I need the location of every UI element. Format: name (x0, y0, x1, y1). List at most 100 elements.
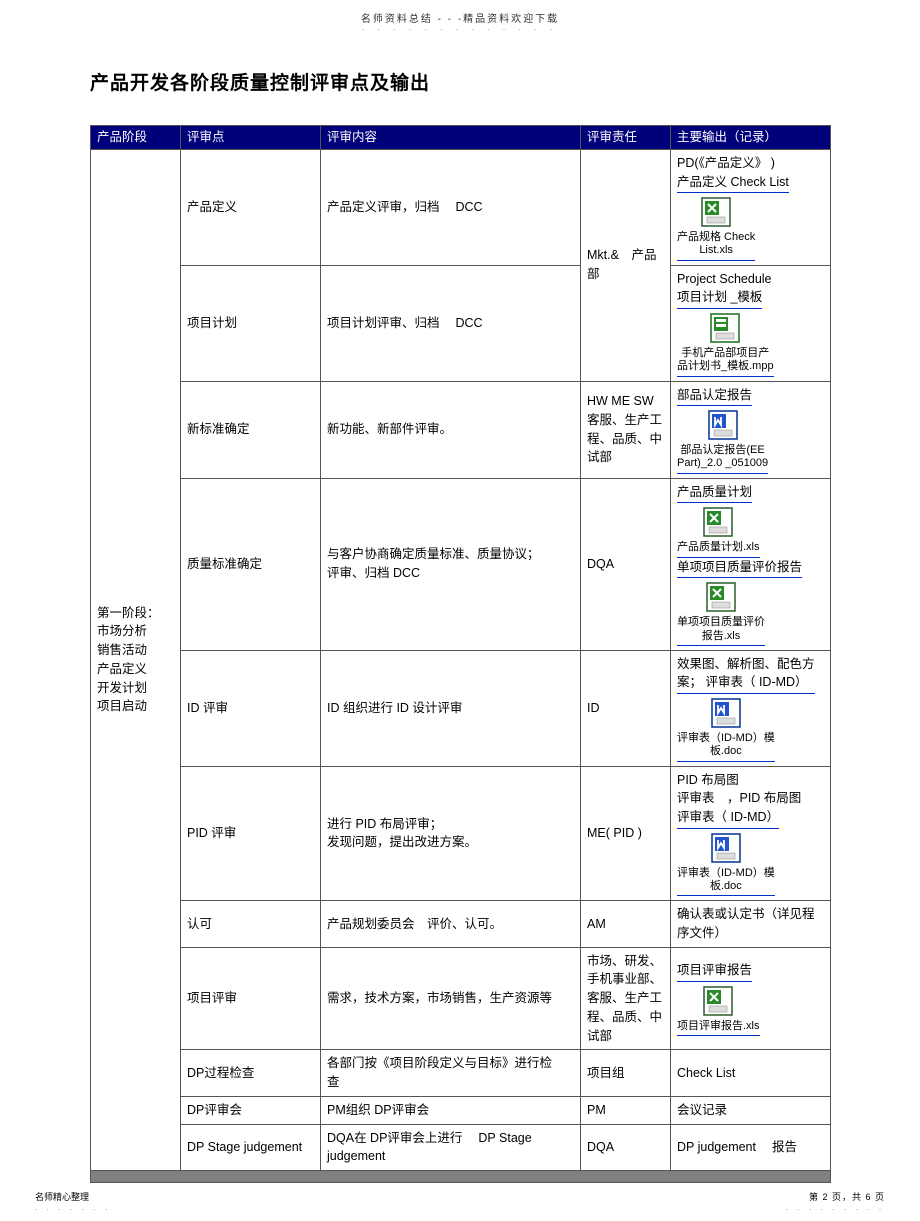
table-row: 质量标准确定 与客户协商确定质量标准、质量协议；评审、归档 DCC DQA 产品… (91, 478, 831, 650)
footer-dots-right: - - - - - - - - - (786, 1207, 885, 1213)
output-line: PD(《产品定义》 ) (677, 156, 775, 170)
output-line: 评审表（ ID-MD） (677, 808, 779, 829)
doc-icon (677, 408, 768, 442)
page-title: 产品开发各阶段质量控制评审点及输出 (90, 68, 920, 95)
output-line: 项目计划 _模板 (677, 288, 762, 309)
point-cell: 认可 (181, 901, 321, 948)
table-row: 新标准确定 新功能、新部件评审。 HW ME SW客服、生产工程、品质、中试部 … (91, 381, 831, 478)
content-cell: 新功能、新部件评审。 (321, 381, 581, 478)
table-row: PID 评审 进行 PID 布局评审；发现问题，提出改进方案。 ME( PID … (91, 766, 831, 901)
table-row: DP Stage judgement DQA在 DP评审会上进行 DP Stag… (91, 1124, 831, 1171)
file-label: 评审表（ID-MD）模板.doc (677, 732, 775, 758)
resp-cell: Mkt.& 产品部 (581, 149, 671, 381)
resp-cell: PM (581, 1096, 671, 1124)
output-cell: 效果图、解析图、配色方案； 评审表（ ID-MD） 评审表（ID-MD）模板.d… (671, 650, 831, 766)
footer-dots-left: - - - - - - - (35, 1207, 111, 1213)
top-dots: - - - - - - - - - - - - - (0, 27, 920, 33)
output-cell: 部品认定报告 部品认定报告(EEPart)_2.0 _051009 (671, 381, 831, 478)
col-phase: 产品阶段 (91, 126, 181, 150)
file-attachment[interactable]: 手机产品部项目产品计划书_模板.mpp (677, 311, 774, 376)
file-label: 单项项目质量评价报告.xls (677, 616, 765, 642)
output-cell: PID 布局图评审表 ，PID 布局图评审表（ ID-MD） 评审表（ID-MD… (671, 766, 831, 901)
output-line: PID 布局图 (677, 773, 739, 787)
content-cell: DQA在 DP评审会上进行 DP Stagejudgement (321, 1124, 581, 1171)
content-cell: PM组织 DP评审会 (321, 1096, 581, 1124)
file-attachment[interactable]: 项目评审报告.xls (677, 984, 760, 1036)
content-cell: 各部门按《项目阶段定义与目标》进行检查 (321, 1050, 581, 1097)
file-attachment[interactable]: 部品认定报告(EEPart)_2.0 _051009 (677, 408, 768, 473)
spacer-row (91, 1171, 831, 1183)
file-label: 产品规格 CheckList.xls (677, 231, 755, 257)
table-row: 项目评审 需求，技术方案，市场销售，生产资源等 市场、研发、手机事业部、客服、生… (91, 947, 831, 1050)
resp-cell: AM (581, 901, 671, 948)
content-cell: 进行 PID 布局评审；发现问题，提出改进方案。 (321, 766, 581, 901)
doc-icon (677, 831, 775, 865)
point-cell: DP Stage judgement (181, 1124, 321, 1171)
content-cell: 产品定义评审，归档 DCC (321, 149, 581, 265)
output-cell: 确认表或认定书（详见程序文件） (671, 901, 831, 948)
output-cell: PD(《产品定义》 ) 产品定义 Check List 产品规格 CheckLis… (671, 149, 831, 265)
content-cell: 项目计划评审、归档 DCC (321, 265, 581, 381)
col-output: 主要输出（记录） (671, 126, 831, 150)
output-line: 项目评审报告 (677, 961, 752, 982)
table-row: DP评审会 PM组织 DP评审会 PM 会议记录 (91, 1096, 831, 1124)
file-label: 项目评审报告.xls (677, 1020, 760, 1033)
table-row: 第一阶段：市场分析销售活动产品定义开发计划项目启动 产品定义 产品定义评审，归档… (91, 149, 831, 265)
content-cell: 需求，技术方案，市场销售，生产资源等 (321, 947, 581, 1050)
content-cell: 与客户协商确定质量标准、质量协议；评审、归档 DCC (321, 478, 581, 650)
file-label: 评审表（ID-MD）模板.doc (677, 867, 775, 893)
point-cell: DP过程检查 (181, 1050, 321, 1097)
file-attachment[interactable]: 产品质量计划.xls (677, 505, 760, 557)
content-cell: ID 组织进行 ID 设计评审 (321, 650, 581, 766)
resp-cell: 项目组 (581, 1050, 671, 1097)
phase-cell: 第一阶段：市场分析销售活动产品定义开发计划项目启动 (91, 149, 181, 1170)
point-cell: 质量标准确定 (181, 478, 321, 650)
doc-icon (677, 696, 775, 730)
top-header: 名师资料总结 - - -精品资料欢迎下载 (0, 0, 920, 25)
table-header-row: 产品阶段 评审点 评审内容 评审责任 主要输出（记录） (91, 126, 831, 150)
output-line: 部品认定报告 (677, 386, 752, 407)
resp-cell: ME( PID ) (581, 766, 671, 901)
file-attachment[interactable]: 评审表（ID-MD）模板.doc (677, 831, 775, 896)
resp-cell: DQA (581, 1124, 671, 1171)
col-point: 评审点 (181, 126, 321, 150)
point-cell: PID 评审 (181, 766, 321, 901)
content-cell: 产品规划委员会 评价、认可。 (321, 901, 581, 948)
output-line: 效果图、解析图、配色方案； 评审表（ ID-MD） (677, 655, 815, 695)
table-row: 认可 产品规划委员会 评价、认可。 AM 确认表或认定书（详见程序文件） (91, 901, 831, 948)
point-cell: 项目计划 (181, 265, 321, 381)
table-row: ID 评审 ID 组织进行 ID 设计评审 ID 效果图、解析图、配色方案； 评… (91, 650, 831, 766)
output-cell: DP judgement 报告 (671, 1124, 831, 1171)
footer-left: 名师精心整理 (35, 1190, 89, 1203)
file-label: 手机产品部项目产品计划书_模板.mpp (677, 347, 774, 373)
resp-cell: ID (581, 650, 671, 766)
point-cell: 新标准确定 (181, 381, 321, 478)
xls-icon (677, 984, 760, 1018)
col-resp: 评审责任 (581, 126, 671, 150)
output-cell: Check List (671, 1050, 831, 1097)
quality-review-table: 产品阶段 评审点 评审内容 评审责任 主要输出（记录） 第一阶段：市场分析销售活… (90, 125, 831, 1183)
point-cell: ID 评审 (181, 650, 321, 766)
output-cell: 会议记录 (671, 1096, 831, 1124)
output-cell: 项目评审报告 项目评审报告.xls (671, 947, 831, 1050)
point-cell: DP评审会 (181, 1096, 321, 1124)
point-cell: 产品定义 (181, 149, 321, 265)
footer-right: 第 2 页，共 6 页 (809, 1190, 885, 1203)
mpp-icon (677, 311, 774, 345)
output-line: 产品定义 Check List (677, 173, 789, 194)
output-cell: Project Schedule 项目计划 _模板 手机产品部项目产品计划书_模板… (671, 265, 831, 381)
output-line: 评审表 ，PID 布局图 (677, 791, 801, 805)
resp-cell: DQA (581, 478, 671, 650)
xls-icon (677, 505, 760, 539)
output-line: Project Schedule (677, 272, 772, 286)
table-row: DP过程检查 各部门按《项目阶段定义与目标》进行检查 项目组 Check Lis… (91, 1050, 831, 1097)
xls-icon (677, 195, 755, 229)
file-attachment[interactable]: 产品规格 CheckList.xls (677, 195, 755, 260)
file-label: 部品认定报告(EEPart)_2.0 _051009 (677, 444, 768, 470)
point-cell: 项目评审 (181, 947, 321, 1050)
file-attachment[interactable]: 单项项目质量评价报告.xls (677, 580, 765, 645)
file-attachment[interactable]: 评审表（ID-MD）模板.doc (677, 696, 775, 761)
resp-cell: 市场、研发、手机事业部、客服、生产工程、品质、中试部 (581, 947, 671, 1050)
file-label: 产品质量计划.xls (677, 541, 760, 554)
col-content: 评审内容 (321, 126, 581, 150)
